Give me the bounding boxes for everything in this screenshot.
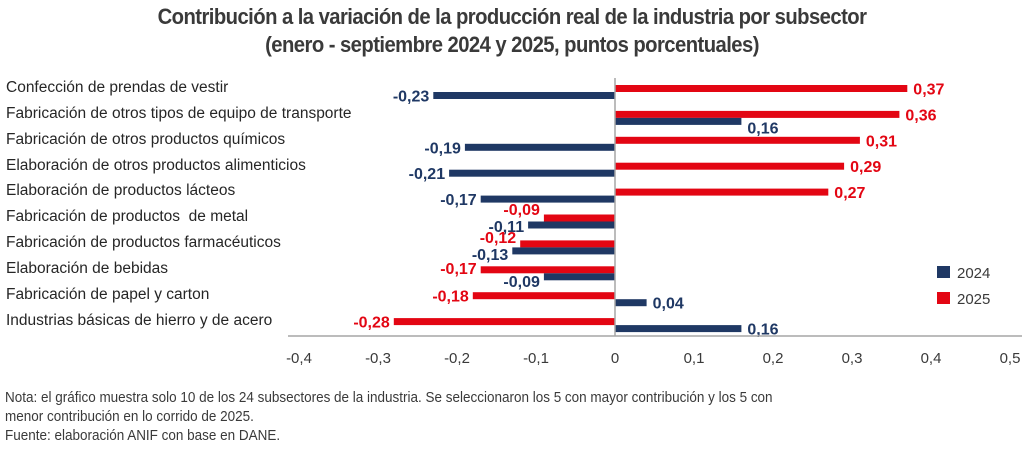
chart-subtitle: (enero - septiembre 2024 y 2025, puntos … [265,32,759,57]
bar-2025 [615,136,860,144]
x-tick-label: -0,4 [286,350,312,367]
category-label: Fabricación de productos farmacéuticos [6,234,281,251]
x-tick-label: 0,4 [921,350,942,367]
x-tick-label: 0,3 [842,350,863,367]
bar-2025 [520,240,615,248]
value-label-2024: 0,04 [653,296,684,313]
category-label: Elaboración de bebidas [6,260,169,277]
x-axis-ticks: -0,4 -0,3 -0,2 -0,1 0 0,1 0,2 0,3 0,4 0,5 [286,350,1020,367]
bar-2025 [615,110,900,118]
legend-swatch-2025 [937,292,950,304]
x-tick-label: -0,1 [523,350,549,367]
x-tick-label: 0 [611,350,619,367]
category-label: Fabricación de otros tipos de equipo de … [6,105,352,122]
bar-2024 [449,169,615,177]
value-label-2024: 0,16 [747,322,778,339]
bar-2024 [433,92,615,99]
x-tick-label: -0,3 [365,350,391,367]
footnote-note-line-2: menor contribución en lo corrido de 2025… [5,409,254,425]
value-label-2025: 0,37 [913,82,944,99]
bar-2024 [615,325,742,333]
value-label-2024: -0,19 [424,140,461,157]
legend-label-2024: 2024 [957,265,990,282]
value-label-2024: -0,17 [440,192,477,209]
legend: 2024 2025 [937,265,990,308]
category-label: Industrias básicas de hierro y de acero [6,312,273,329]
category-label: Fabricación de otros productos químicos [6,131,286,148]
value-label-2025: 0,27 [834,185,865,202]
bar-2024 [615,117,742,125]
bar-2024 [615,299,647,307]
value-label-2024: -0,21 [409,166,446,183]
bar-2025 [615,162,845,170]
value-label-2025: -0,17 [440,261,477,278]
category-label: Fabricación de papel y carton [6,286,210,303]
value-label-2025: 0,36 [905,107,936,124]
x-tick-label: 0,2 [763,350,784,367]
value-label-2024: -0,09 [503,274,540,291]
bar-2024 [464,143,615,151]
value-label-2025: -0,18 [432,289,469,306]
x-tick-label: 0,5 [1000,350,1021,367]
value-label-2025: 0,31 [866,133,897,150]
bar-2025 [480,266,615,274]
footnote-source: Fuente: elaboración ANIF con base en DAN… [5,428,281,444]
x-tick-label: -0,2 [444,350,470,367]
bar-2024 [512,247,615,255]
category-label: Fabricación de productos de metal [6,208,249,225]
bar-2025 [615,188,829,196]
value-label-2024: -0,11 [489,219,525,236]
bars-group [393,85,908,333]
x-tick-label: 0,1 [684,350,705,367]
value-label-2025: -0,12 [480,230,517,247]
value-label-2024: 0,16 [747,120,778,137]
bar-2024 [480,195,615,203]
value-label-2024: -0,13 [472,247,509,264]
bar-2025 [615,85,908,92]
category-label: Confección de prendas de vestir [6,79,229,96]
legend-swatch-2024 [937,266,950,278]
footnote-note-line-1: Nota: el gráfico muestra solo 10 de los … [5,390,773,406]
value-label-2025: -0,28 [353,315,390,332]
legend-label-2025: 2025 [957,291,990,308]
bar-2025 [393,318,615,326]
bar-2024 [543,273,615,281]
value-label-2025: 0,29 [850,159,881,176]
value-label-2024: -0,23 [393,89,430,106]
category-label: Elaboración de productos lácteos [6,182,236,199]
chart-title: Contribución a la variación de la produc… [157,4,867,29]
category-label: Elaboración de otros productos alimentic… [6,157,306,174]
bar-2024 [528,221,615,229]
value-labels-group: 0,37 -0,23 0,36 0,16 0,31 -0,19 0,29 -0,21 0,27 -… [353,82,944,339]
bar-2025 [472,292,615,300]
bar-2025 [543,214,615,222]
value-label-2025: -0,09 [503,202,540,219]
